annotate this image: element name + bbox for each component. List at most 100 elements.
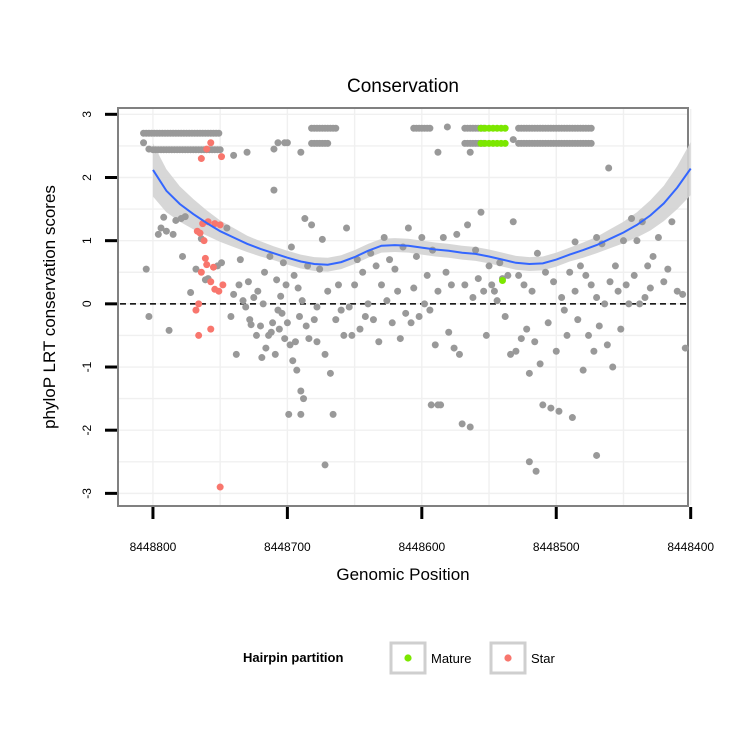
data-point-other bbox=[258, 354, 266, 362]
y-tick-label: 0 bbox=[80, 300, 94, 307]
data-point-other bbox=[560, 306, 568, 314]
data-point-other bbox=[391, 265, 399, 273]
data-point-other bbox=[547, 404, 555, 412]
y-axis: 3 2 1 0 -1 -2 -3 bbox=[80, 111, 117, 499]
data-point-other bbox=[142, 265, 150, 273]
data-point-other bbox=[277, 292, 285, 300]
data-point-other bbox=[466, 148, 474, 156]
data-point-other bbox=[157, 224, 165, 232]
data-point-other bbox=[464, 221, 472, 229]
data-point-other bbox=[568, 414, 576, 422]
data-point-other bbox=[550, 278, 558, 286]
data-point-other bbox=[617, 325, 625, 333]
data-point-other bbox=[512, 347, 520, 355]
data-point-other bbox=[261, 268, 269, 276]
data-point-other bbox=[351, 281, 359, 289]
data-point-other bbox=[361, 312, 369, 320]
data-point-other bbox=[297, 410, 305, 418]
data-point-other bbox=[595, 322, 603, 330]
data-point-other bbox=[423, 271, 431, 279]
data-point-other bbox=[404, 224, 412, 232]
data-point-other bbox=[145, 145, 153, 153]
data-point-other bbox=[290, 271, 298, 279]
data-point-other bbox=[326, 369, 334, 377]
data-point-other bbox=[625, 300, 633, 308]
y-tick-label: 3 bbox=[80, 111, 94, 118]
x-tick-label: 8448500 bbox=[533, 540, 580, 554]
data-point-star bbox=[207, 278, 215, 286]
data-point-other bbox=[230, 290, 238, 298]
data-point-other bbox=[227, 312, 235, 320]
data-point-other bbox=[619, 237, 627, 245]
data-point-other bbox=[469, 294, 477, 302]
data-point-other bbox=[455, 350, 463, 358]
confidence-band bbox=[152, 142, 691, 272]
data-point-other bbox=[321, 461, 329, 469]
data-point-other bbox=[536, 360, 544, 368]
data-point-star bbox=[215, 287, 223, 295]
data-point-other bbox=[611, 262, 619, 270]
data-point-other bbox=[426, 306, 434, 314]
data-point-other bbox=[587, 124, 595, 132]
data-point-star bbox=[219, 281, 227, 289]
data-point-other bbox=[348, 331, 356, 339]
y-tick-label: 1 bbox=[80, 237, 94, 244]
data-point-other bbox=[310, 316, 318, 324]
x-tick-label: 8448700 bbox=[264, 540, 311, 554]
data-point-other bbox=[517, 335, 525, 343]
data-point-other bbox=[485, 262, 493, 270]
data-point-star bbox=[192, 306, 200, 314]
data-point-other bbox=[434, 287, 442, 295]
data-point-other bbox=[641, 294, 649, 302]
data-point-star bbox=[211, 220, 219, 228]
data-point-other bbox=[278, 309, 286, 317]
data-point-other bbox=[181, 213, 189, 221]
data-point-other bbox=[169, 230, 177, 238]
data-point-other bbox=[145, 312, 153, 320]
data-point-other bbox=[421, 300, 429, 308]
data-point-other bbox=[649, 252, 657, 260]
data-point-other bbox=[250, 294, 258, 302]
data-point-other bbox=[507, 350, 515, 358]
data-point-other bbox=[601, 300, 609, 308]
data-point-other bbox=[187, 288, 195, 296]
data-point-other bbox=[622, 281, 630, 289]
data-point-other bbox=[679, 290, 687, 298]
data-point-other bbox=[165, 326, 173, 334]
data-point-other bbox=[410, 284, 418, 292]
data-point-other bbox=[533, 249, 541, 257]
data-point-other bbox=[558, 294, 566, 302]
data-point-other bbox=[574, 316, 582, 324]
data-point-other bbox=[396, 335, 404, 343]
data-point-other bbox=[585, 331, 593, 339]
data-point-other bbox=[593, 234, 601, 242]
data-point-other bbox=[668, 218, 676, 226]
data-point-other bbox=[369, 316, 377, 324]
data-point-other bbox=[266, 252, 274, 260]
data-point-other bbox=[576, 262, 584, 270]
data-point-other bbox=[388, 319, 396, 327]
data-point-other bbox=[673, 287, 681, 295]
data-point-other bbox=[243, 148, 251, 156]
data-point-other bbox=[274, 139, 282, 147]
data-point-other bbox=[305, 335, 313, 343]
data-point-other bbox=[329, 410, 337, 418]
data-point-other bbox=[286, 341, 294, 349]
data-point-other bbox=[283, 319, 291, 327]
data-point-star bbox=[197, 155, 205, 163]
x-tick-label: 8448800 bbox=[130, 540, 177, 554]
data-point-other bbox=[282, 281, 290, 289]
chart-title: Conservation bbox=[347, 76, 459, 97]
data-point-other bbox=[407, 319, 415, 327]
data-point-other bbox=[375, 338, 383, 346]
data-point-star bbox=[216, 221, 224, 229]
data-point-other bbox=[490, 287, 498, 295]
data-point-other bbox=[525, 458, 533, 466]
y-tick-label: -3 bbox=[80, 488, 94, 499]
data-point-other bbox=[308, 221, 316, 229]
data-point-other bbox=[681, 344, 689, 352]
data-point-other bbox=[313, 338, 321, 346]
data-point-other bbox=[458, 420, 466, 428]
data-point-other bbox=[297, 387, 305, 395]
data-point-other bbox=[160, 213, 168, 221]
